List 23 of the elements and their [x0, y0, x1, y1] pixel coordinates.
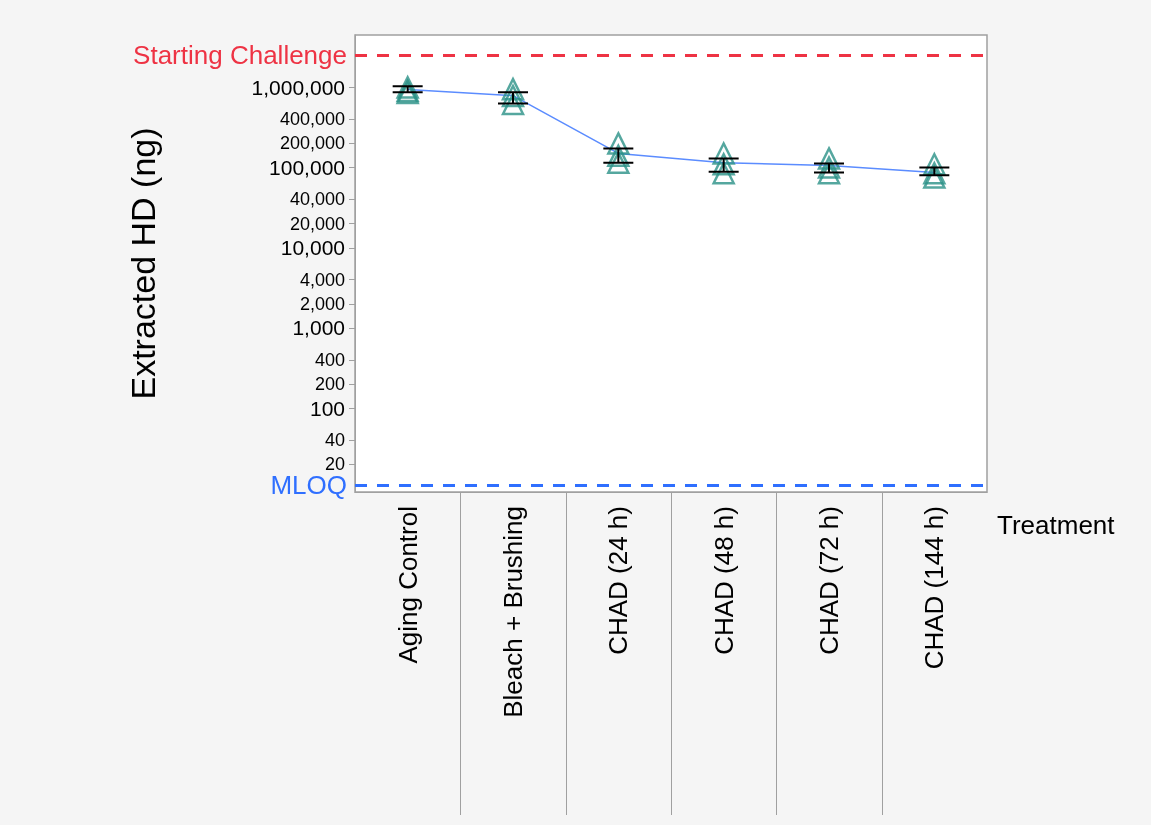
- y-tick-label: 400,000: [279, 109, 345, 130]
- x-tick-label: CHAD (72 h): [814, 506, 844, 655]
- y-tick-label: 40,000: [289, 189, 345, 210]
- x-tick-label: Bleach + Brushing: [498, 506, 528, 718]
- y-tick-label: 10,000: [280, 236, 345, 260]
- y-tick-label: 4,000: [299, 269, 345, 290]
- y-tick-label: 2,000: [299, 293, 345, 314]
- y-tick-label: 20,000: [289, 213, 345, 234]
- y-tick-label: 40: [324, 430, 345, 451]
- y-tick-label: 1,000,000: [251, 75, 345, 99]
- x-tick-label: Aging Control: [392, 506, 423, 664]
- y-tick-label: 200: [314, 374, 345, 394]
- y-tick-label: 200,000: [279, 133, 345, 154]
- y-tick-label: 1,000: [292, 316, 345, 340]
- ref-line-label: Starting Challenge: [133, 40, 347, 71]
- y-tick-label: 100,000: [269, 156, 345, 180]
- x-tick-label: CHAD (48 h): [708, 506, 739, 655]
- x-tick-label: CHAD (24 h): [603, 506, 634, 655]
- y-tick-label: 100: [309, 396, 345, 420]
- y-tick-label: 400: [314, 349, 345, 370]
- x-axis-title: Treatment: [997, 510, 1116, 540]
- x-tick-label: CHAD (144 h): [919, 506, 950, 670]
- y-axis-title: Extracted HD (ng): [124, 127, 162, 400]
